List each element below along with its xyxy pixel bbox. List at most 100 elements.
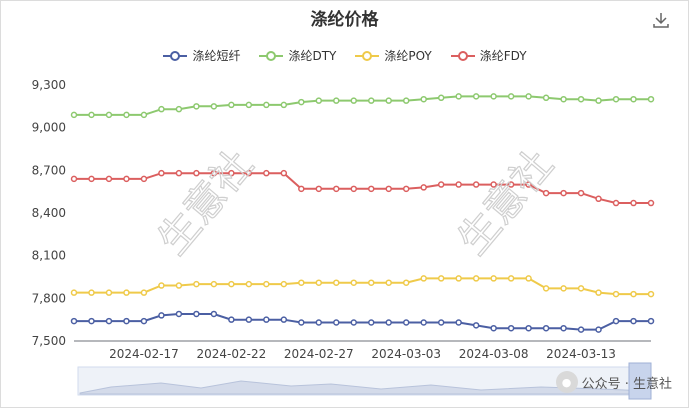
data-point[interactable] bbox=[542, 94, 550, 102]
data-point[interactable] bbox=[647, 95, 655, 103]
data-point[interactable] bbox=[228, 101, 235, 109]
data-point[interactable] bbox=[420, 275, 427, 282]
data-point[interactable] bbox=[280, 101, 288, 109]
legend-item[interactable]: 涤纶短纤 bbox=[162, 47, 240, 64]
data-point[interactable] bbox=[193, 169, 200, 177]
data-point[interactable] bbox=[210, 310, 218, 318]
data-point[interactable] bbox=[455, 275, 462, 282]
series-line[interactable] bbox=[74, 277, 651, 296]
data-point[interactable] bbox=[420, 95, 427, 103]
data-point[interactable] bbox=[385, 97, 392, 104]
data-point[interactable] bbox=[245, 101, 253, 109]
data-point[interactable] bbox=[630, 290, 637, 298]
data-point[interactable] bbox=[612, 290, 620, 298]
data-point[interactable] bbox=[140, 175, 148, 183]
data-point[interactable] bbox=[507, 93, 515, 100]
data-point[interactable] bbox=[525, 275, 532, 282]
data-point[interactable] bbox=[175, 310, 183, 318]
data-point[interactable] bbox=[647, 199, 655, 207]
data-point[interactable] bbox=[402, 279, 410, 286]
data-point[interactable] bbox=[630, 199, 637, 207]
data-point[interactable] bbox=[437, 319, 445, 326]
data-point[interactable] bbox=[612, 317, 620, 325]
data-point[interactable] bbox=[367, 185, 375, 193]
data-point[interactable] bbox=[402, 97, 410, 104]
data-point[interactable] bbox=[367, 319, 375, 326]
data-point[interactable] bbox=[315, 185, 323, 193]
data-point[interactable] bbox=[263, 101, 270, 109]
data-point[interactable] bbox=[123, 289, 130, 296]
data-point[interactable] bbox=[298, 319, 305, 326]
zoom-handle[interactable] bbox=[628, 362, 652, 400]
data-point[interactable] bbox=[577, 326, 585, 333]
data-point[interactable] bbox=[647, 317, 655, 325]
data-point[interactable] bbox=[455, 319, 462, 326]
data-point[interactable] bbox=[420, 319, 427, 326]
data-point[interactable] bbox=[385, 279, 392, 286]
data-point[interactable] bbox=[525, 93, 532, 100]
data-point[interactable] bbox=[595, 97, 602, 104]
data-point[interactable] bbox=[88, 317, 95, 325]
data-point[interactable] bbox=[123, 175, 130, 183]
data-point[interactable] bbox=[140, 111, 148, 119]
data-point[interactable] bbox=[507, 324, 515, 332]
data-point[interactable] bbox=[315, 319, 323, 326]
data-point[interactable] bbox=[88, 111, 95, 119]
data-point[interactable] bbox=[647, 290, 655, 298]
data-point[interactable] bbox=[280, 280, 288, 288]
data-point[interactable] bbox=[333, 185, 340, 193]
data-point[interactable] bbox=[490, 275, 497, 282]
data-point[interactable] bbox=[158, 105, 165, 113]
data-point[interactable] bbox=[175, 169, 183, 177]
data-point[interactable] bbox=[123, 111, 130, 119]
data-point[interactable] bbox=[210, 103, 218, 110]
data-point[interactable] bbox=[263, 169, 270, 177]
data-point[interactable] bbox=[560, 95, 567, 103]
data-point[interactable] bbox=[350, 185, 358, 193]
data-point[interactable] bbox=[385, 185, 392, 193]
data-point[interactable] bbox=[560, 285, 567, 292]
data-point[interactable] bbox=[542, 324, 550, 332]
data-point[interactable] bbox=[402, 319, 410, 326]
series-line[interactable] bbox=[74, 172, 651, 204]
data-point[interactable] bbox=[263, 316, 270, 323]
data-point[interactable] bbox=[193, 280, 200, 288]
data-point[interactable] bbox=[455, 93, 462, 100]
data-point[interactable] bbox=[333, 279, 340, 286]
data-point[interactable] bbox=[507, 275, 515, 282]
data-point[interactable] bbox=[210, 280, 218, 288]
data-point[interactable] bbox=[315, 279, 323, 286]
data-point[interactable] bbox=[193, 103, 200, 110]
data-point[interactable] bbox=[577, 189, 585, 197]
data-point[interactable] bbox=[158, 312, 165, 319]
data-point[interactable] bbox=[70, 111, 78, 119]
data-point[interactable] bbox=[228, 316, 235, 323]
data-point[interactable] bbox=[245, 280, 253, 288]
data-point[interactable] bbox=[175, 282, 183, 289]
data-point[interactable] bbox=[455, 181, 462, 188]
data-point[interactable] bbox=[210, 169, 218, 177]
data-point[interactable] bbox=[105, 111, 113, 119]
data-point[interactable] bbox=[612, 95, 620, 103]
data-point[interactable] bbox=[437, 181, 445, 188]
data-point[interactable] bbox=[70, 317, 78, 325]
data-point[interactable] bbox=[402, 185, 410, 193]
data-point[interactable] bbox=[490, 93, 497, 100]
data-point[interactable] bbox=[105, 317, 113, 325]
data-point[interactable] bbox=[280, 316, 288, 323]
data-point[interactable] bbox=[298, 98, 305, 106]
data-point[interactable] bbox=[612, 199, 620, 207]
data-point[interactable] bbox=[560, 189, 567, 197]
data-point[interactable] bbox=[472, 93, 480, 100]
data-point[interactable] bbox=[525, 181, 532, 188]
data-point[interactable] bbox=[333, 97, 340, 104]
data-point[interactable] bbox=[350, 319, 358, 326]
data-point[interactable] bbox=[385, 319, 392, 326]
data-point[interactable] bbox=[140, 289, 148, 296]
data-point[interactable] bbox=[472, 322, 480, 329]
legend-item[interactable]: 涤纶POY bbox=[354, 47, 432, 64]
data-point[interactable] bbox=[88, 175, 95, 183]
data-point[interactable] bbox=[525, 324, 532, 332]
data-point[interactable] bbox=[507, 181, 515, 188]
series-line[interactable] bbox=[74, 313, 651, 331]
